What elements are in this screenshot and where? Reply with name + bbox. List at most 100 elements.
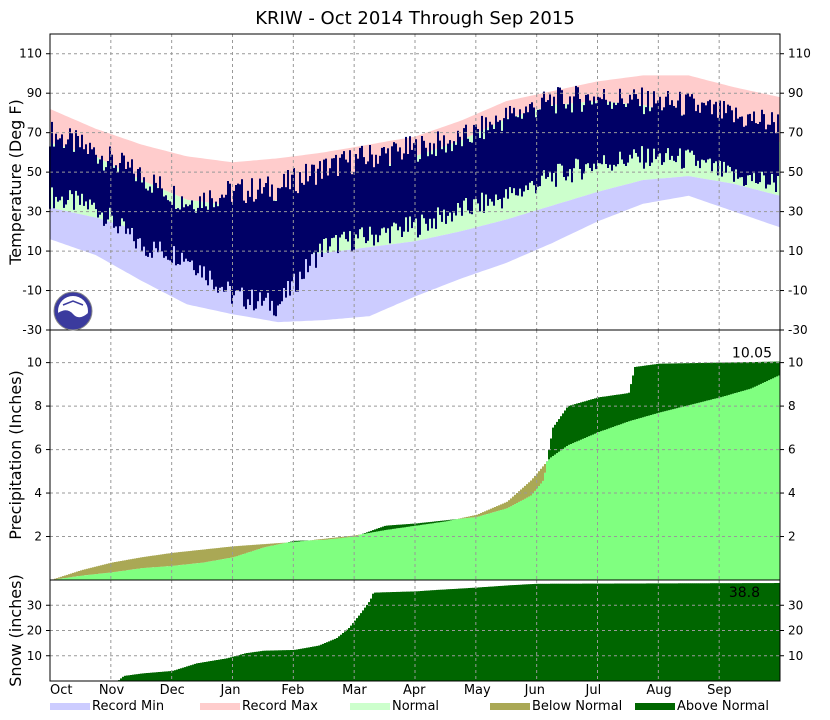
precip-above-normal-bar [686,363,689,406]
precip-below-normal-bar [248,545,251,553]
precip-below-normal-bar [262,544,265,548]
precip-below-normal-bar [542,466,545,481]
precip-below-normal-bar [116,561,119,572]
precip-above-normal-bar [748,362,751,390]
precip-below-normal-bar [62,576,65,579]
precip-below-normal-bar [276,543,279,545]
precip-above-normal-bar [410,523,413,527]
precip-above-normal-bar [724,362,727,396]
precip-below-normal-bar [122,560,125,571]
precip-below-normal-bar [204,549,207,563]
precip-above-normal-bar [744,362,747,391]
snow-bar [260,651,263,681]
snow-bar [686,583,689,681]
precip-above-normal-bar [634,367,637,420]
precip-normal-bar [690,404,693,580]
snow-bar [238,655,241,681]
precip-normal-bar [370,532,373,580]
precip-normal-bar [192,563,195,580]
precip-normal-bar [484,514,487,580]
precip-below-normal-bar [344,536,347,538]
precip-below-normal-bar [472,515,475,518]
snow-bar [522,584,525,681]
snow-bar [578,583,581,681]
precip-normal-bar [584,438,587,580]
precip-normal-bar [178,565,181,580]
precip-below-normal-bar [140,557,143,569]
precip-normal-bar [768,380,771,580]
precip-normal-bar [206,561,209,580]
snow-bar [692,583,695,681]
precip-tick-left: 4 [34,486,42,500]
precip-normal-bar [312,540,315,580]
precip-below-normal-bar [490,508,493,513]
precip-normal-bar [236,556,239,580]
precip-normal-bar [434,522,437,580]
precip-normal-bar [580,439,583,580]
snow-bar [314,646,317,681]
precip-above-normal-bar [740,362,743,392]
precip-normal-bar [280,543,283,580]
snow-bar [148,672,151,681]
precip-below-normal-bar [338,537,341,539]
precip-below-normal-bar [460,518,463,519]
snow-bar [304,648,307,681]
y-axis-label: Precipitation (Inches) [6,370,25,540]
precip-normal-bar [350,537,353,580]
precip-normal-bar [228,558,231,580]
snow-bar [556,583,559,681]
snow-bar [764,583,767,681]
precip-normal-bar [358,535,361,580]
snow-bar [660,583,663,681]
snow-bar [728,583,731,681]
precip-normal-bar [104,573,107,580]
snow-bar [338,636,341,681]
precip-above-normal-bar [394,525,397,529]
precip-normal-bar [274,545,277,580]
precip-above-normal-bar [630,384,633,421]
precip-below-normal-bar [54,578,57,580]
snow-bar [194,663,197,681]
precip-normal-bar [90,574,93,580]
snow-bar [690,583,693,681]
precip-above-normal-bar [290,541,293,543]
legend-swatch [350,703,390,710]
snow-bar [666,583,669,681]
chart-title: KRIW - Oct 2014 Through Sep 2015 [255,8,575,29]
precip-normal-bar [354,536,357,580]
precip-normal-bar [446,521,449,580]
precip-below-normal-bar [114,562,117,572]
precip-normal-bar [602,430,605,580]
snow-bar [424,590,427,681]
precip-above-normal-bar [694,363,697,404]
precip-normal-bar [210,561,213,580]
precip-normal-bar [88,574,91,580]
precip-normal-bar [606,429,609,580]
precip-above-normal-bar [672,363,675,410]
snow-bar [324,643,327,681]
precip-above-normal-bar [302,540,305,542]
snow-bar [472,587,475,681]
precip-normal-bar [92,574,95,580]
precip-normal-bar [282,543,285,580]
month-axis: Oct Nov Dec Jan Feb Mar Apr May Jun Jul Aug Sep [50,683,732,698]
precip-below-normal-bar [470,516,473,518]
precip-normal-bar [520,500,523,580]
snow-bar [446,589,449,681]
precip-below-normal-bar [78,571,81,576]
precip-above-normal-bar [446,520,449,522]
precip-above-normal-bar [376,528,379,532]
snow-bar [494,586,497,681]
precip-above-normal-bar [700,363,703,403]
precip-below-normal-bar [256,544,259,550]
precip-normal-bar [376,531,379,580]
snow-bar [398,591,401,681]
precip-normal-bar [328,539,331,580]
precip-normal-bar [712,399,715,580]
snow-bar [352,623,355,681]
snow-bar [430,590,433,681]
snow-bar [204,662,207,681]
precip-below-normal-bar [328,538,331,540]
precip-below-normal-bar [146,556,149,568]
precip-normal-bar [574,442,577,580]
